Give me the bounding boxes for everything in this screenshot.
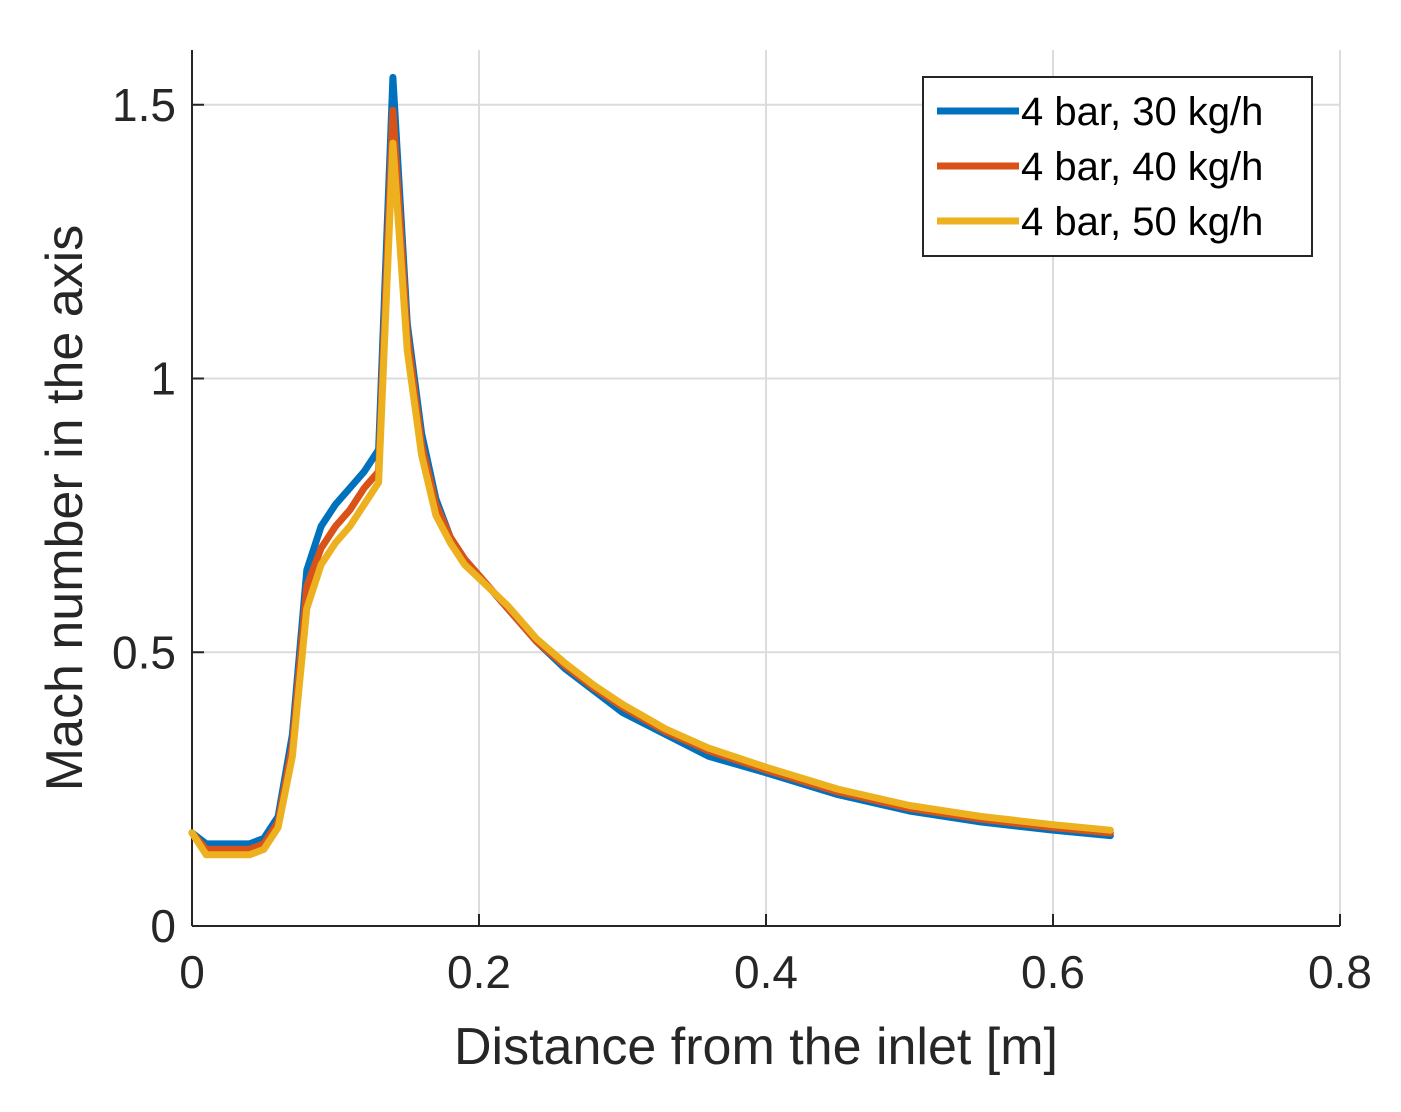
x-tick-label: 0.2	[447, 946, 511, 998]
legend-label-1: 4 bar, 30 kg/h	[1021, 90, 1263, 134]
y-axis-title: Mach number in the axis	[36, 225, 94, 792]
x-tick-label: 0	[179, 946, 205, 998]
x-axis-title: Distance from the inlet [m]	[454, 1018, 1058, 1076]
x-tick-label: 0.6	[1021, 946, 1085, 998]
legend-label-3: 4 bar, 50 kg/h	[1021, 200, 1263, 244]
tick-labels: 0 0.2 0.4 0.6 0.8 0 0.5 1 1.5	[112, 79, 1372, 998]
y-tick-label: 0	[150, 900, 176, 952]
series-line-3	[188, 139, 1114, 859]
series-lines	[188, 73, 1114, 859]
axes	[191, 50, 1341, 927]
legend: 4 bar, 30 kg/h 4 bar, 40 kg/h 4 bar, 50 kg…	[922, 76, 1313, 257]
y-tick-label: 0.5	[112, 626, 176, 678]
x-tick-label: 0.8	[1308, 946, 1372, 998]
y-tick-label: 1	[150, 353, 176, 405]
legend-label-2: 4 bar, 40 kg/h	[1021, 145, 1263, 189]
y-tick-label: 1.5	[112, 79, 176, 131]
x-tick-label: 0.4	[734, 946, 798, 998]
